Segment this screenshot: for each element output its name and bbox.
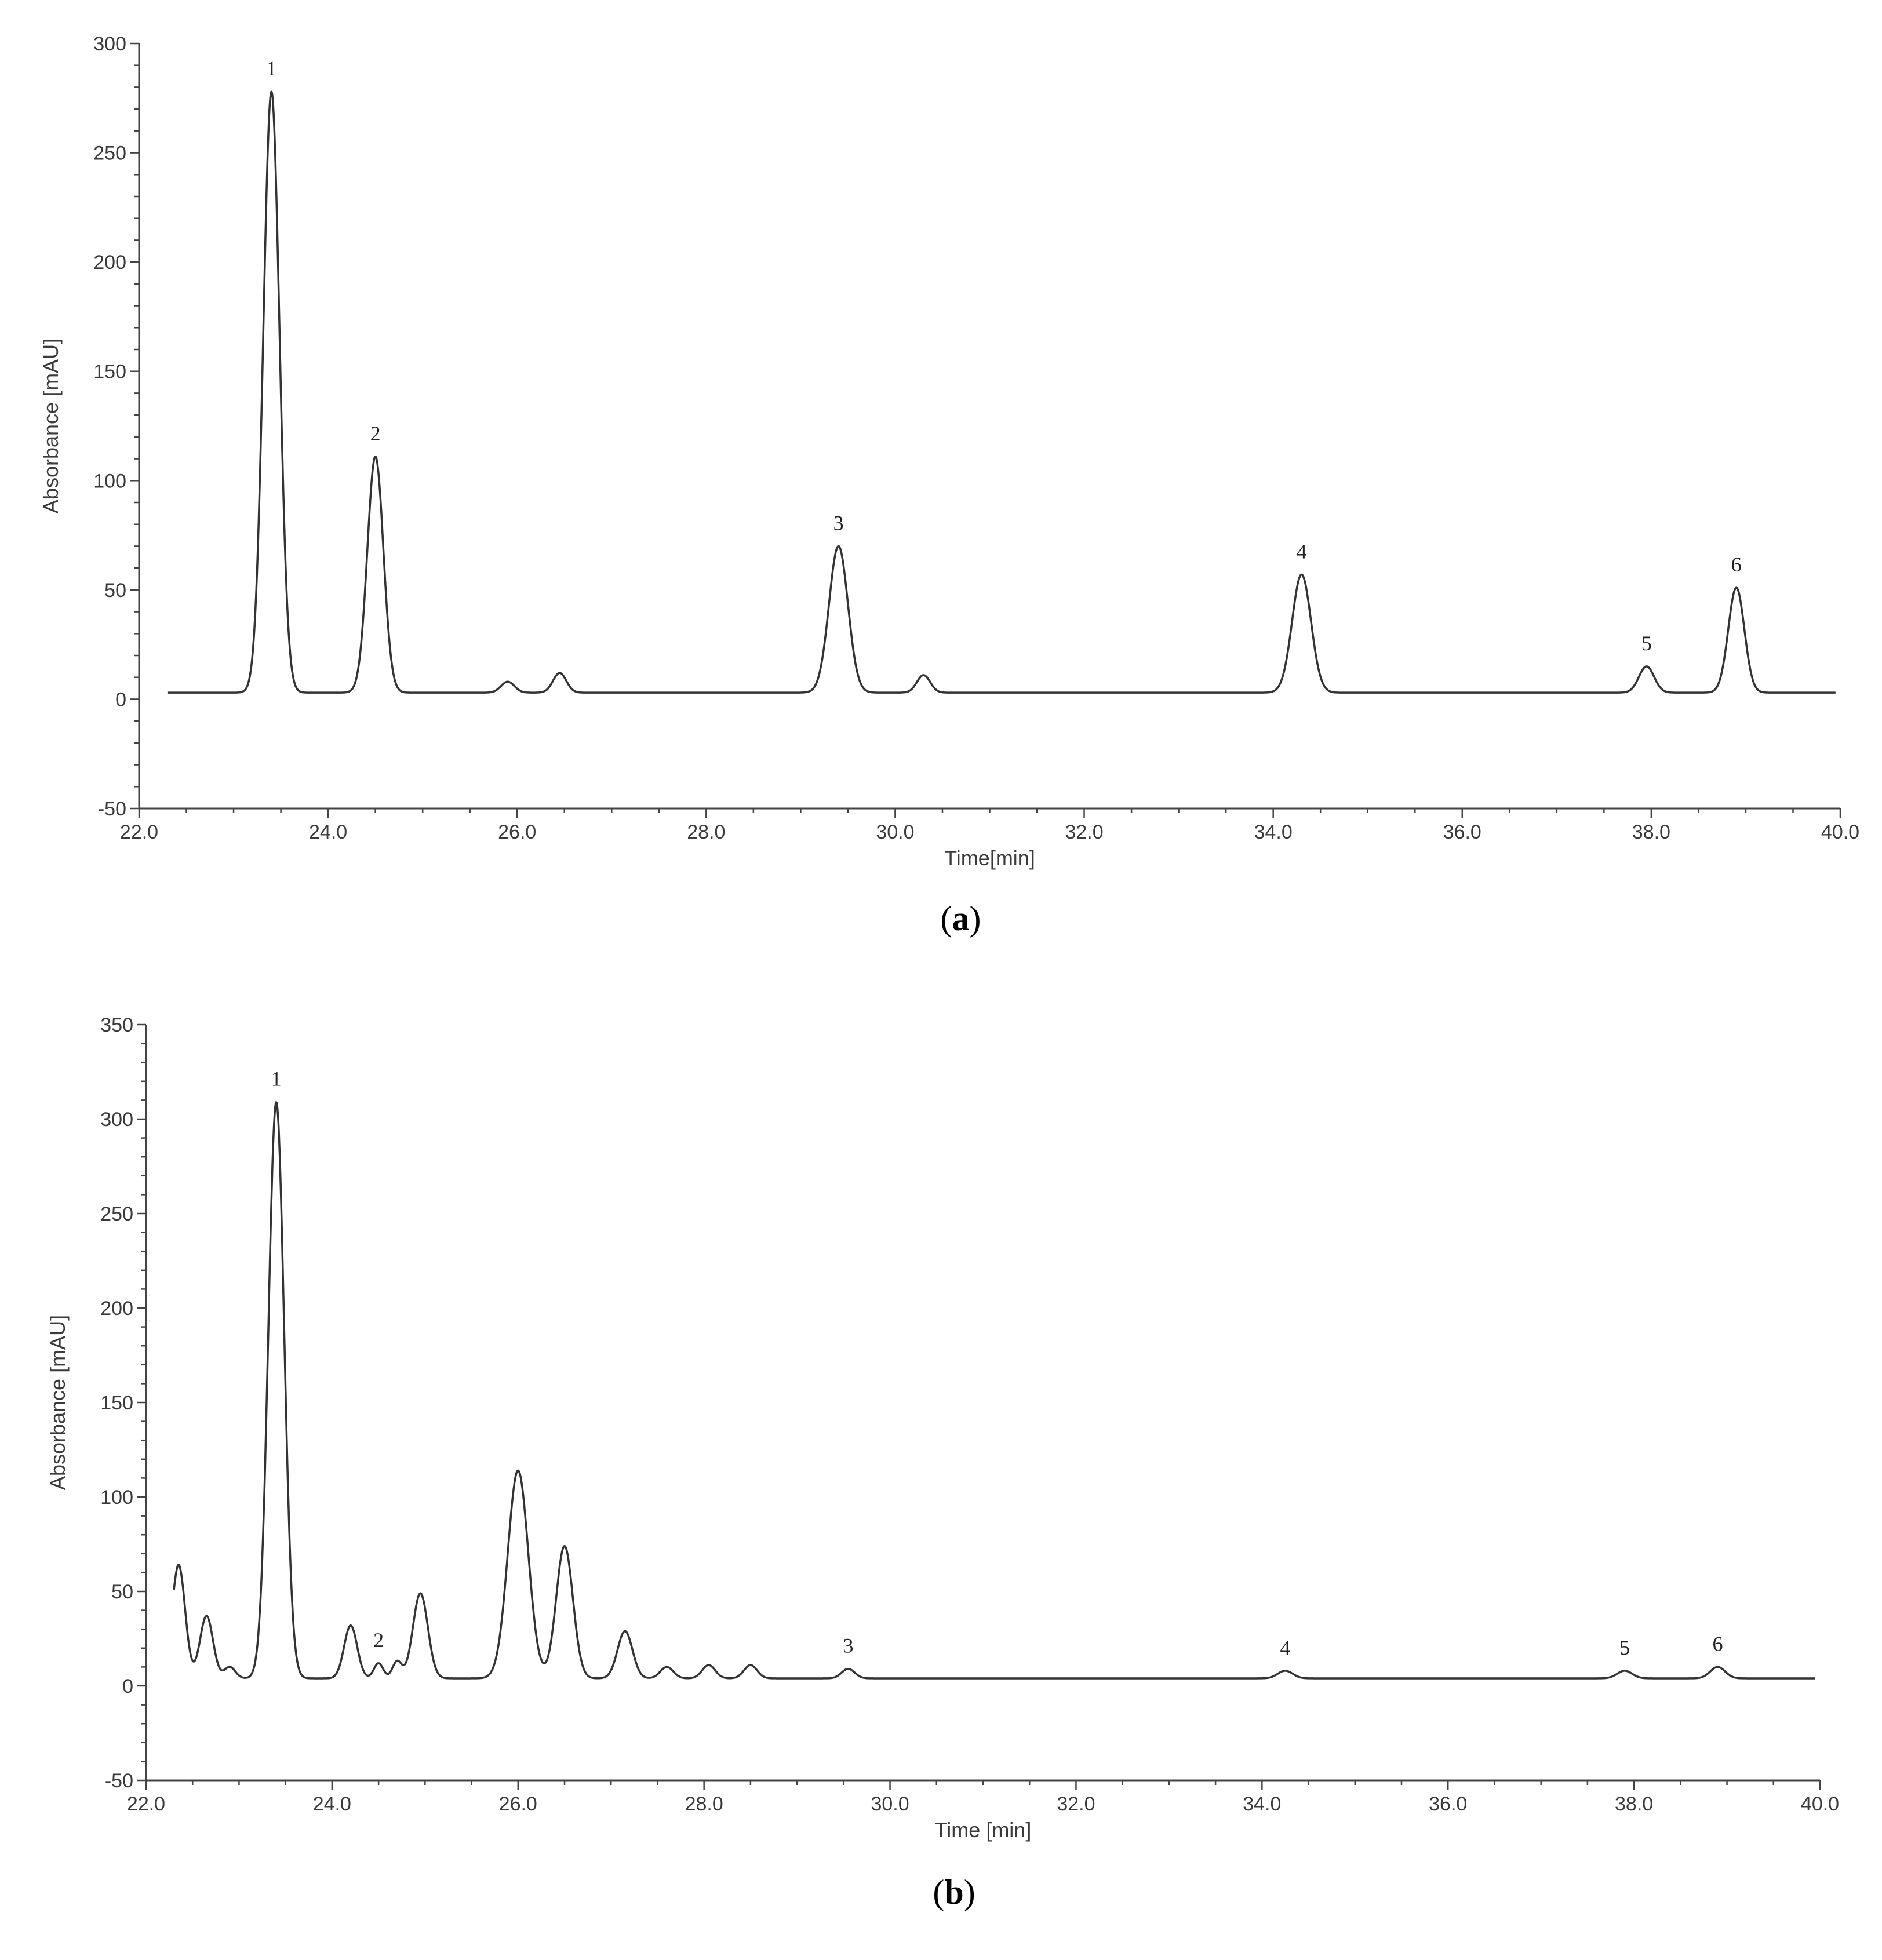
peak-label: 6 (1713, 1632, 1723, 1655)
x-tick-label: 36.0 (1443, 821, 1481, 843)
y-tick-label: 50 (104, 580, 126, 602)
y-axis-title: Absorbance [mAU] (39, 338, 63, 513)
x-tick-label: 32.0 (1057, 1793, 1095, 1815)
y-tick-label: -50 (105, 1770, 133, 1792)
y-tick-label: 150 (93, 361, 126, 383)
y-tick-label: 200 (100, 1298, 133, 1320)
x-tick-label: 22.0 (120, 821, 158, 843)
y-tick-label: -50 (98, 798, 126, 820)
peak-label: 3 (833, 511, 844, 534)
panel-a-chart: -50 0 50 100 150 200 250 300 22.0 24.0 26.0 28.0 30.… (39, 33, 1859, 938)
peak-label: 5 (1619, 1636, 1630, 1659)
x-tick-label: 40.0 (1801, 1793, 1839, 1815)
panel-b-chart: -50 0 50 100 150 200 250 300 350 22.0 24.0 26.0 28.0… (46, 1014, 1839, 1911)
x-tick-label: 30.0 (876, 821, 914, 843)
x-tick-label: 26.0 (498, 821, 536, 843)
y-tick-label: 150 (100, 1392, 133, 1414)
y-tick-label: 100 (100, 1487, 133, 1509)
peak-label: 2 (373, 1629, 384, 1652)
x-tick-label: 34.0 (1243, 1793, 1281, 1815)
y-tick-label: 100 (93, 470, 126, 492)
x-tick-label: 28.0 (685, 1793, 723, 1815)
y-tick-label: 300 (93, 33, 126, 55)
peak-label: 3 (843, 1634, 853, 1657)
peak-label: 1 (266, 57, 276, 80)
peak-label: 1 (271, 1068, 282, 1091)
y-tick-label: 250 (100, 1203, 133, 1225)
panel-label: (a) (941, 899, 981, 938)
y-tick-label: 200 (93, 252, 126, 274)
peak-label: 4 (1297, 540, 1307, 563)
panel-label: (b) (933, 1873, 975, 1911)
x-axis-title: Time [min] (935, 1818, 1032, 1842)
x-tick-label: 22.0 (127, 1793, 165, 1815)
x-tick-label: 24.0 (309, 821, 347, 843)
y-axis-title: Absorbance [mAU] (46, 1315, 70, 1490)
chromatogram-trace (166, 90, 1836, 694)
x-tick-label: 30.0 (871, 1793, 909, 1815)
peak-label: 6 (1731, 553, 1742, 576)
y-tick-label: 350 (100, 1014, 133, 1036)
x-tick-label: 26.0 (499, 1793, 537, 1815)
peak-label: 4 (1280, 1636, 1290, 1659)
peak-label: 5 (1641, 632, 1652, 655)
peak-label: 2 (370, 422, 381, 445)
y-tick-label: 300 (100, 1109, 133, 1131)
chromatogram-trace (173, 1101, 1816, 1680)
x-axis-title: Time[min] (944, 846, 1035, 870)
x-tick-label: 40.0 (1821, 821, 1859, 843)
x-tick-label: 28.0 (687, 821, 725, 843)
x-tick-label: 38.0 (1632, 821, 1670, 843)
x-tick-label: 24.0 (313, 1793, 351, 1815)
x-tick-label: 32.0 (1065, 821, 1103, 843)
y-tick-label: 0 (115, 688, 126, 711)
x-tick-label: 36.0 (1429, 1793, 1467, 1815)
y-tick-label: 50 (111, 1581, 133, 1603)
y-tick-label: 250 (93, 143, 126, 165)
x-tick-label: 38.0 (1615, 1793, 1653, 1815)
y-tick-label: 0 (122, 1675, 133, 1697)
x-tick-label: 34.0 (1254, 821, 1293, 843)
